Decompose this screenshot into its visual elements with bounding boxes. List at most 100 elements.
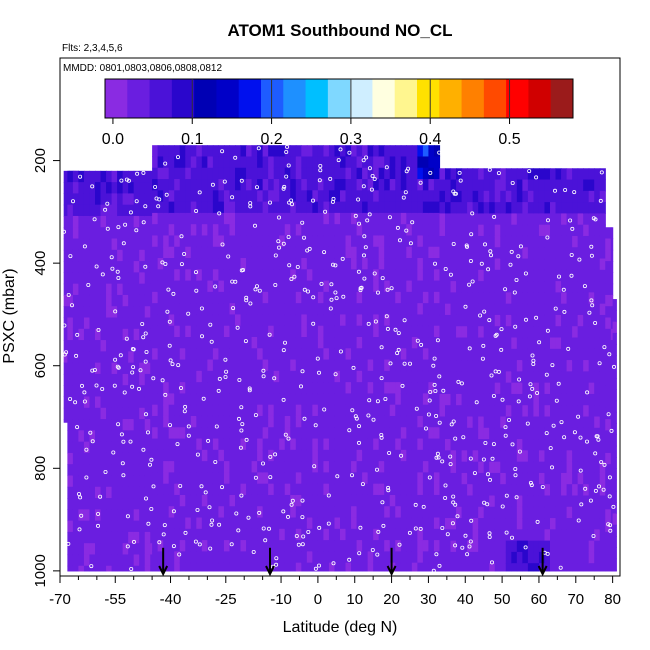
curtain-cell (522, 168, 529, 181)
curtain-cell (279, 167, 286, 180)
curtain-cell (362, 246, 369, 259)
curtain-cell (555, 292, 562, 305)
curtain-cell (235, 303, 242, 316)
curtain-cell (196, 438, 203, 451)
curtain-cell (163, 483, 170, 496)
curtain-cell (240, 415, 247, 428)
curtain-cell (251, 269, 258, 282)
curtain-cell (133, 475, 140, 488)
curtain-cell (561, 303, 568, 316)
curtain-cell (572, 303, 579, 316)
curtain-cell (207, 528, 214, 541)
curtain-cell (594, 348, 601, 361)
curtain-cell (163, 494, 170, 507)
curtain-cell (317, 280, 325, 293)
curtain-cell (478, 360, 485, 372)
curtain-cell (384, 517, 391, 530)
curtain-cell (179, 337, 186, 349)
sample-point (428, 170, 433, 175)
curtain-cell (279, 314, 286, 327)
sample-point (197, 190, 202, 195)
curtain-cell (279, 528, 286, 541)
curtain-cell (262, 348, 269, 361)
curtain-cell (317, 303, 325, 316)
curtain-cell (351, 494, 358, 507)
curtain-cell (179, 551, 186, 564)
curtain-cell (133, 351, 140, 364)
curtain-cell (301, 528, 308, 541)
curtain-cell (456, 551, 463, 564)
curtain-cell (511, 190, 518, 203)
sample-point (128, 210, 133, 215)
curtain-cell (185, 517, 192, 530)
curtain-cell (312, 167, 319, 180)
curtain-cell (89, 238, 96, 251)
curtain-cell (273, 528, 280, 541)
curtain-cell (400, 303, 407, 316)
curtain-cell (356, 415, 363, 428)
curtain-cell (610, 227, 614, 240)
sample-point (224, 369, 229, 374)
curtain-cell (240, 348, 247, 361)
curtain-cell (257, 145, 264, 158)
curtain-cell (133, 261, 140, 273)
curtain-cell (605, 283, 612, 296)
curtain-cell (467, 461, 474, 474)
curtain-cell (489, 213, 496, 226)
colorbar-swatch (550, 79, 574, 118)
sample-point (576, 414, 581, 419)
curtain-cell (378, 258, 385, 270)
curtain-cell (467, 303, 474, 316)
curtain-cell (83, 373, 91, 386)
curtain-cell (95, 227, 102, 240)
curtain-cell (533, 292, 540, 305)
curtain-cell (273, 393, 280, 406)
curtain-cell (246, 461, 253, 473)
curtain-cell (223, 224, 231, 237)
curtain-cell (235, 314, 242, 327)
curtain-cell (400, 212, 407, 225)
curtain-cell (505, 495, 512, 508)
curtain-cell (185, 483, 192, 496)
curtain-cell (139, 531, 146, 544)
curtain-cell (411, 472, 418, 485)
curtain-cell (500, 247, 507, 260)
curtain-cell (561, 168, 568, 181)
curtain-cell (577, 292, 584, 305)
curtain-cell (317, 506, 325, 519)
curtain-cell (599, 382, 606, 395)
curtain-cell (478, 540, 485, 553)
curtain-cell (240, 258, 247, 270)
curtain-cell (500, 213, 507, 226)
curtain-cell (566, 303, 573, 316)
curtain-cell (317, 179, 325, 191)
sample-point (611, 504, 616, 509)
curtain-cell (422, 562, 430, 572)
curtain-cell (367, 269, 374, 282)
curtain-cell (106, 464, 113, 477)
curtain-cell (212, 246, 220, 259)
curtain-cell (516, 292, 523, 305)
curtain-cell (179, 438, 186, 451)
curtain-cell (610, 543, 614, 556)
curtain-cell (527, 439, 535, 451)
curtain-cell (566, 247, 573, 260)
sample-point (239, 428, 244, 433)
curtain-cell (306, 551, 313, 564)
curtain-cell (583, 450, 590, 463)
curtain-cell (544, 224, 551, 237)
curtain-cell (351, 506, 358, 519)
sample-point (238, 445, 243, 450)
curtain-cell (323, 246, 330, 259)
curtain-cell (317, 201, 325, 214)
curtain-cell (422, 337, 430, 349)
curtain-cell (246, 224, 253, 237)
curtain-cell (577, 326, 584, 339)
curtain-cell (190, 528, 197, 541)
sample-point (517, 377, 522, 382)
curtain-cell (317, 494, 325, 507)
curtain-cell (533, 427, 540, 440)
sample-point (194, 288, 199, 293)
curtain-cell (428, 415, 435, 428)
curtain-cell (400, 179, 407, 191)
